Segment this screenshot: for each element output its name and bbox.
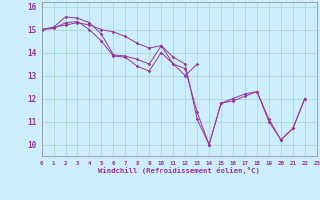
X-axis label: Windchill (Refroidissement éolien,°C): Windchill (Refroidissement éolien,°C) — [98, 167, 260, 174]
